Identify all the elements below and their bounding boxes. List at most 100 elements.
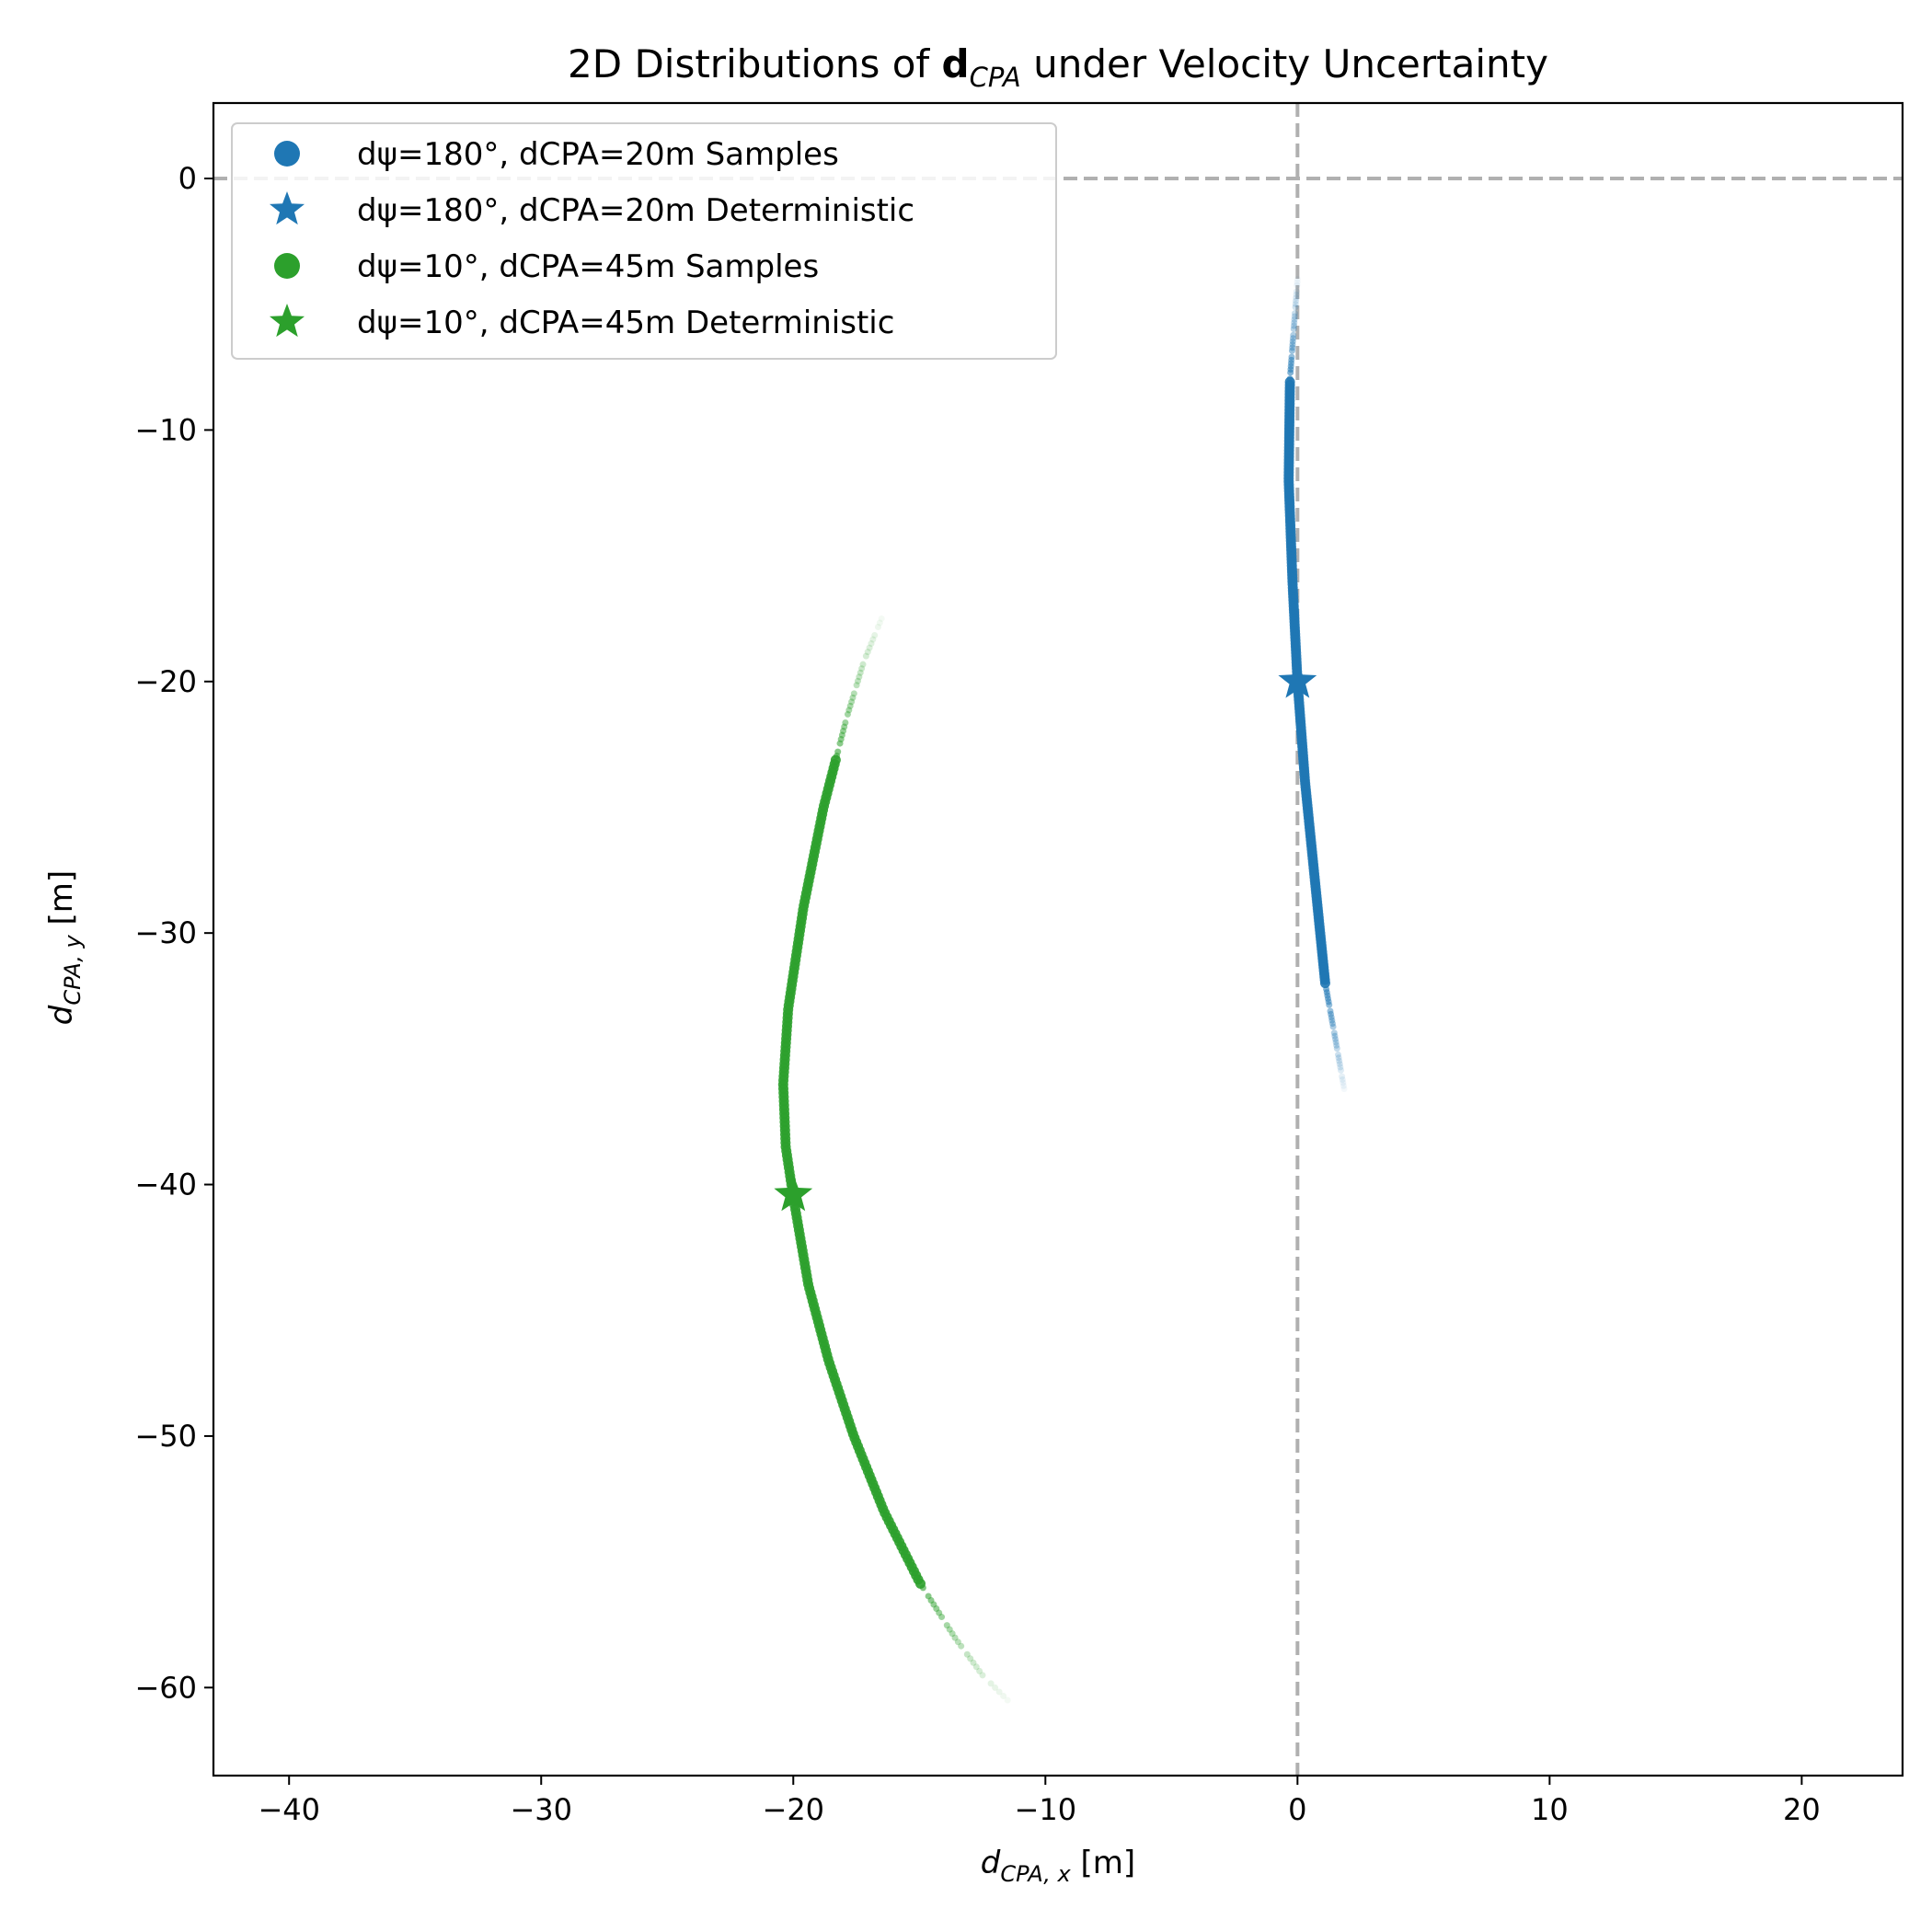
y-axis: 0 −10 −20 −30 −40 −50 −60 bbox=[134, 161, 213, 1705]
sample-point bbox=[1290, 326, 1297, 333]
x-axis-label-unit: [m] bbox=[1071, 1845, 1135, 1881]
y-axis-label-unit: [m] bbox=[43, 870, 80, 935]
sample-point bbox=[1335, 1054, 1342, 1062]
sample-point bbox=[878, 615, 885, 622]
sample-point bbox=[836, 740, 844, 747]
sample-point bbox=[1292, 304, 1299, 311]
sample-point bbox=[1332, 1039, 1340, 1046]
sample-point bbox=[1328, 1020, 1336, 1028]
legend-label: dψ=180°, dCPA=20m Samples bbox=[357, 136, 839, 173]
sample-point bbox=[1336, 1061, 1343, 1068]
sample-point bbox=[954, 1639, 961, 1646]
sample-point bbox=[859, 661, 867, 668]
legend-label: dψ=10°, dCPA=45m Deterministic bbox=[357, 305, 894, 341]
sample-point bbox=[951, 1634, 959, 1641]
sample-point bbox=[1294, 279, 1301, 286]
x-tick-label: −10 bbox=[1015, 1792, 1077, 1827]
legend-item: dψ=180°, dCPA=20m Deterministic bbox=[269, 191, 914, 229]
sample-point bbox=[1334, 1051, 1341, 1058]
legend-star-marker bbox=[269, 304, 305, 338]
sample-point bbox=[1325, 998, 1332, 1006]
sample-point bbox=[857, 669, 864, 676]
sample-point bbox=[1292, 300, 1299, 307]
legend-star-marker bbox=[269, 191, 305, 225]
sample-point bbox=[946, 1626, 953, 1633]
sample-point bbox=[1328, 1014, 1335, 1021]
sample-point bbox=[1339, 1073, 1346, 1080]
x-axis-label: dCPA, x [m] bbox=[981, 1845, 1135, 1887]
sample-point bbox=[1327, 1007, 1334, 1015]
sample-point bbox=[963, 1650, 971, 1658]
sample-point bbox=[1291, 319, 1298, 327]
sample-point bbox=[1337, 1066, 1344, 1074]
plot-area bbox=[212, 101, 1904, 1777]
sample-point bbox=[844, 710, 851, 718]
sample-point bbox=[862, 652, 869, 660]
sample-point bbox=[854, 677, 861, 684]
sample-point bbox=[1289, 340, 1296, 348]
sample-point bbox=[864, 649, 871, 656]
sample-point bbox=[1332, 1035, 1340, 1042]
sample-point bbox=[1339, 1076, 1346, 1084]
series-3 bbox=[774, 1174, 813, 1212]
sample-point bbox=[845, 707, 853, 714]
y-axis-label-sub: CPA, y bbox=[60, 934, 86, 1005]
sample-point bbox=[995, 1688, 1003, 1696]
y-axis-label-main: d bbox=[43, 1005, 80, 1025]
sample-point bbox=[970, 1659, 977, 1666]
title-suffix: under Velocity Uncertainty bbox=[1021, 41, 1548, 86]
sample-point bbox=[1000, 1692, 1007, 1699]
sample-point bbox=[972, 1663, 980, 1671]
sample-point bbox=[1331, 1032, 1339, 1040]
x-tick-label: −30 bbox=[510, 1792, 572, 1827]
y-tick-label: 0 bbox=[178, 161, 197, 196]
sample-point bbox=[1340, 1079, 1347, 1087]
y-tick-label: −30 bbox=[134, 915, 197, 950]
sample-point bbox=[871, 632, 879, 639]
reference-lines bbox=[213, 103, 1903, 1776]
sample-point bbox=[1291, 316, 1298, 323]
sample-point bbox=[1336, 1057, 1343, 1064]
legend-item: dψ=10°, dCPA=45m Samples bbox=[274, 248, 819, 285]
sample-point bbox=[1292, 310, 1299, 317]
sample-point bbox=[853, 682, 860, 689]
sample-point bbox=[1340, 1082, 1347, 1089]
x-tick-label: −40 bbox=[258, 1792, 320, 1827]
legend-item: dψ=180°, dCPA=20m Samples bbox=[274, 136, 839, 173]
sample-point bbox=[841, 723, 848, 730]
y-axis-label: dCPA, y [m] bbox=[43, 870, 86, 1025]
sample-point bbox=[936, 1609, 943, 1616]
y-tick-label: −40 bbox=[134, 1167, 197, 1202]
sample-point bbox=[1329, 1023, 1337, 1030]
sample-point bbox=[976, 1667, 983, 1674]
sample-point bbox=[967, 1655, 974, 1662]
x-tick-label: 20 bbox=[1783, 1792, 1821, 1827]
series-0 bbox=[1283, 275, 1348, 1093]
sample-point bbox=[856, 673, 863, 681]
y-tick-label: −20 bbox=[134, 664, 197, 699]
x-axis-label-sub: CPA, x bbox=[1000, 1861, 1071, 1887]
sample-point bbox=[958, 1642, 965, 1650]
sample-point bbox=[992, 1684, 999, 1691]
sample-point bbox=[1333, 1045, 1340, 1052]
legend-item: dψ=10°, dCPA=45m Deterministic bbox=[269, 304, 894, 341]
sample-point bbox=[1340, 1086, 1348, 1093]
legend-frame bbox=[231, 122, 1057, 360]
sample-point bbox=[1291, 313, 1298, 320]
sample-point bbox=[1289, 344, 1296, 351]
deterministic-star bbox=[774, 1174, 813, 1212]
legend-label: dψ=10°, dCPA=45m Samples bbox=[357, 248, 819, 285]
sample-point bbox=[1293, 297, 1300, 305]
sample-point bbox=[1289, 338, 1296, 345]
sample-point bbox=[938, 1614, 946, 1621]
y-tick-label: −60 bbox=[134, 1670, 197, 1705]
sample-point bbox=[1293, 288, 1300, 295]
sample-point bbox=[846, 702, 854, 709]
sample-point bbox=[1326, 1001, 1333, 1008]
sample-point bbox=[868, 640, 875, 648]
sample-point bbox=[874, 623, 881, 630]
title-bold-symbol: d bbox=[942, 41, 970, 86]
sample-point bbox=[933, 1605, 940, 1613]
series-layer bbox=[774, 275, 1348, 1704]
legend-circle-marker bbox=[274, 141, 300, 167]
